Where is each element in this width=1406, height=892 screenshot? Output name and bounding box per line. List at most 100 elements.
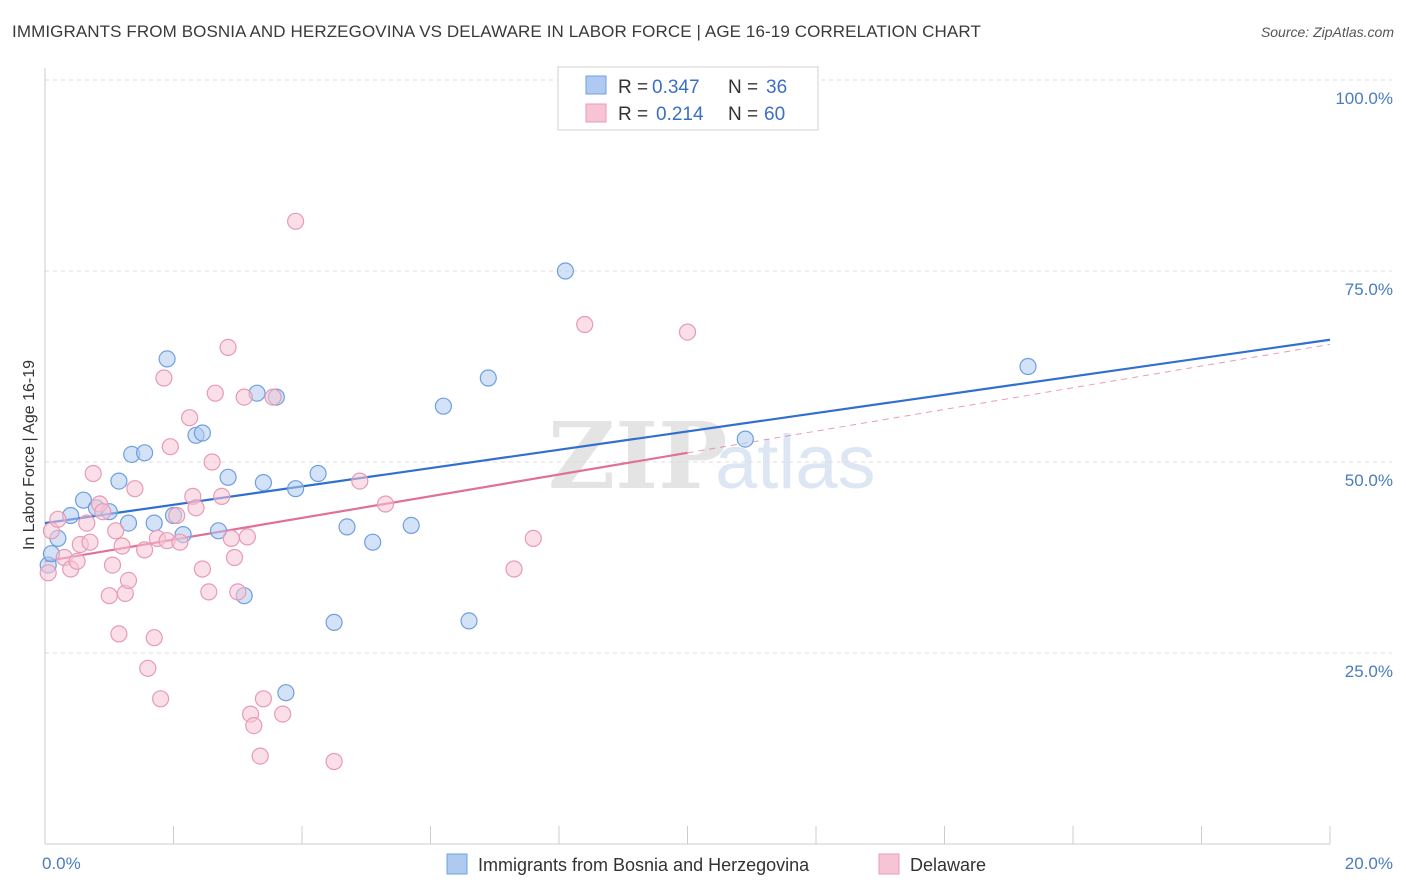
source-credit: Source: ZipAtlas.com — [1260, 24, 1394, 40]
point-series1-25 — [325, 613, 343, 632]
point-series2-48 — [264, 388, 282, 406]
legend-swatch-series2 — [585, 103, 607, 123]
y-tick-label-50: 50.0% — [1345, 471, 1393, 490]
point-series2-49 — [274, 705, 292, 723]
gridlines — [45, 79, 1392, 654]
axes — [44, 68, 1331, 845]
point-series2-27 — [161, 438, 179, 456]
legend-r-value-2: 0.214 — [656, 104, 704, 125]
watermark-atlas: atlas — [715, 420, 876, 505]
point-series2-34 — [200, 583, 218, 601]
trend-line-series1 — [44, 338, 1331, 525]
point-series2-24 — [152, 690, 170, 708]
bottom-legend-label-series2: Delaware — [910, 855, 986, 875]
point-series2-37 — [213, 487, 231, 505]
series-legend: Immigrants from Bosnia and Herzegovina D… — [446, 853, 986, 875]
point-series1-28 — [402, 516, 420, 535]
x-tick-label-max: 20.0% — [1345, 854, 1393, 873]
point-series1-6 — [110, 472, 128, 490]
legend-n-label-1: N = — [728, 77, 758, 98]
point-series1-9 — [136, 444, 154, 462]
point-series2-40 — [225, 548, 244, 567]
point-series2-39 — [222, 529, 240, 548]
point-series2-9 — [84, 464, 102, 483]
point-series2-11 — [94, 503, 112, 521]
point-series1-22 — [277, 684, 295, 702]
point-series2-32 — [187, 499, 205, 517]
point-series2-33 — [193, 560, 211, 578]
point-series2-19 — [126, 480, 144, 498]
bottom-legend-label-series1: Immigrants from Bosnia and Herzegovina — [478, 855, 810, 875]
point-series1-33 — [736, 430, 754, 448]
point-series1-26 — [338, 518, 356, 536]
point-series1-11 — [158, 350, 176, 368]
point-series2-14 — [107, 522, 125, 540]
point-series1-29 — [434, 397, 452, 415]
point-series2-46 — [251, 747, 269, 765]
point-series2-28 — [168, 506, 186, 525]
point-series2-8 — [81, 533, 99, 551]
point-series1-32 — [556, 262, 575, 280]
point-series2-55 — [524, 529, 542, 548]
y-axis-label: In Labor Force | Age 16-19 — [21, 360, 38, 550]
point-series2-52 — [351, 472, 369, 490]
legend-n-value-1: 36 — [766, 77, 787, 98]
bottom-legend-swatch-series2 — [878, 853, 900, 875]
legend-r-label-1: R = — [618, 77, 648, 98]
point-series2-53 — [376, 495, 395, 513]
point-series2-47 — [254, 690, 272, 708]
point-series1-7 — [119, 514, 138, 532]
y-tick-label-100: 100.0% — [1335, 89, 1393, 108]
y-tick-label-25: 25.0% — [1345, 662, 1393, 681]
point-series2-50 — [287, 212, 305, 230]
point-series2-15 — [110, 625, 128, 643]
point-series2-57 — [678, 323, 697, 341]
legend-n-value-2: 60 — [764, 104, 785, 125]
point-series2-7 — [78, 514, 96, 532]
legend-n-label-2: N = — [728, 104, 758, 125]
point-series2-12 — [100, 587, 118, 605]
point-series1-31 — [479, 369, 497, 387]
point-series2-13 — [103, 556, 122, 574]
point-series2-20 — [136, 541, 154, 559]
point-series2-25 — [155, 369, 173, 387]
legend-r-label-2: R = — [618, 104, 648, 125]
point-series1-17 — [219, 468, 237, 486]
point-series1-10 — [145, 514, 163, 532]
point-series1-34 — [1019, 357, 1037, 376]
point-series2-22 — [145, 629, 163, 647]
point-series2-51 — [325, 752, 343, 771]
legend-r-value-1: 0.347 — [652, 77, 700, 98]
point-series2-41 — [229, 583, 247, 601]
trend-line-extension-series2 — [687, 343, 1331, 454]
point-series2-0 — [39, 564, 57, 582]
tick-labels: 25.0% 50.0% 75.0% 100.0% 0.0% 20.0% — [42, 89, 1393, 873]
point-series2-42 — [235, 388, 253, 406]
point-series1-15 — [193, 424, 211, 442]
point-series2-2 — [49, 510, 67, 528]
point-series1-30 — [460, 612, 478, 630]
point-series2-45 — [245, 716, 263, 735]
point-series2-16 — [113, 537, 131, 555]
point-series2-30 — [181, 409, 199, 427]
watermark-zip: ZIP — [548, 402, 727, 510]
point-series2-21 — [139, 659, 157, 677]
point-series1-3 — [74, 491, 93, 509]
point-series2-38 — [219, 338, 237, 356]
correlation-legend: R = 0.347 N = 36 R = 0.214 N = 60 — [557, 66, 819, 131]
point-series2-5 — [68, 552, 86, 570]
point-series2-18 — [119, 571, 138, 590]
x-tick-label-min: 0.0% — [42, 854, 81, 873]
point-series1-24 — [309, 464, 327, 483]
point-series2-56 — [576, 315, 594, 334]
point-series1-23 — [287, 480, 305, 498]
point-series2-29 — [171, 533, 189, 551]
y-tick-label-75: 75.0% — [1345, 280, 1393, 299]
point-series1-27 — [364, 533, 382, 551]
chart-title: IMMIGRANTS FROM BOSNIA AND HERZEGOVINA V… — [12, 22, 981, 41]
point-series2-36 — [206, 384, 224, 402]
point-series2-43 — [238, 528, 256, 546]
point-series1-16 — [209, 522, 228, 540]
point-series2-35 — [203, 453, 221, 471]
